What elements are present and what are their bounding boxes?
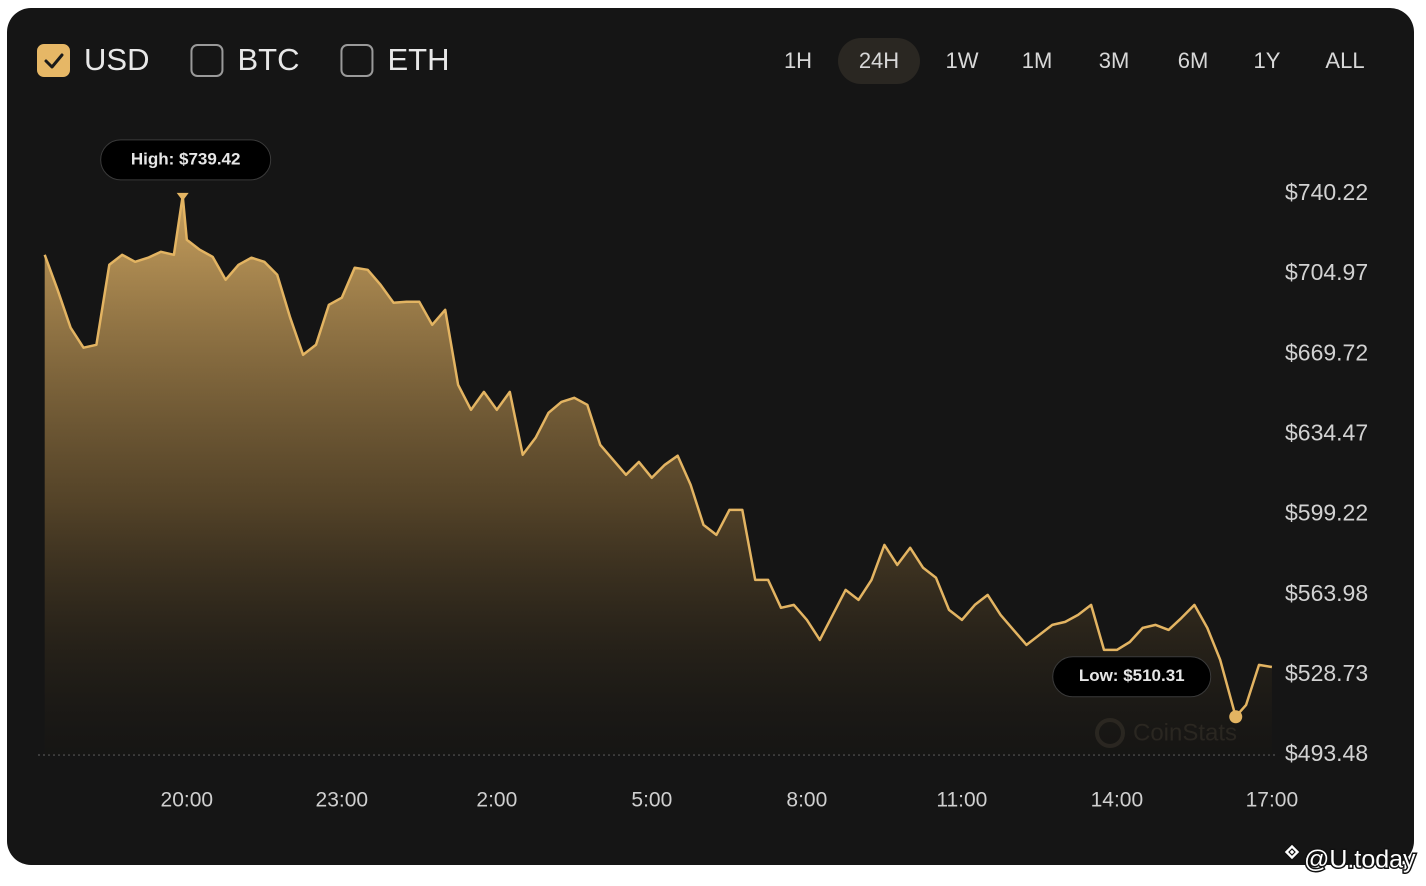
range-button[interactable]: 1W bbox=[946, 48, 979, 73]
y-tick-label: $528.73 bbox=[1285, 660, 1368, 686]
x-tick-label: 14:00 bbox=[1091, 789, 1144, 812]
high-marker bbox=[176, 192, 189, 201]
x-tick-label: 20:00 bbox=[161, 789, 214, 812]
currency-label[interactable]: ETH bbox=[387, 42, 449, 77]
range-button[interactable]: 1H bbox=[784, 48, 812, 73]
y-tick-label: $634.47 bbox=[1285, 420, 1368, 446]
range-button[interactable]: 24H bbox=[859, 48, 899, 73]
currency-label[interactable]: USD bbox=[84, 42, 149, 77]
currency-checkbox[interactable] bbox=[37, 44, 70, 77]
range-selected-pill bbox=[838, 38, 920, 84]
price-line bbox=[43, 194, 1273, 718]
x-tick-label: 17:00 bbox=[1246, 789, 1299, 812]
y-tick-label: $704.97 bbox=[1285, 259, 1368, 285]
currency-checkbox[interactable] bbox=[190, 44, 224, 77]
range-button[interactable]: 1M bbox=[1022, 48, 1053, 73]
utoday-logo bbox=[1283, 843, 1301, 861]
range-button[interactable]: 1Y bbox=[1254, 48, 1281, 73]
range-button[interactable]: ALL bbox=[1325, 48, 1364, 73]
high-pill bbox=[100, 139, 272, 181]
x-tick-label: 8:00 bbox=[786, 789, 827, 812]
currency-checkbox[interactable] bbox=[340, 44, 374, 77]
x-tick-label: 23:00 bbox=[316, 789, 369, 812]
currency-label[interactable]: BTC bbox=[237, 42, 299, 77]
watermark: @U.today bbox=[1304, 846, 1416, 874]
low-pill bbox=[1052, 656, 1212, 698]
y-tick-label: $740.22 bbox=[1285, 179, 1368, 205]
low-label: Low: $510.31 bbox=[1079, 666, 1185, 685]
y-tick-label: $669.72 bbox=[1285, 339, 1368, 365]
area-fill bbox=[44, 195, 1272, 756]
x-tick-label: 2:00 bbox=[476, 789, 517, 812]
x-tick-label: 11:00 bbox=[936, 789, 987, 812]
low-marker bbox=[1229, 710, 1243, 724]
y-tick-label: $599.22 bbox=[1285, 500, 1368, 526]
check-mark bbox=[44, 53, 64, 69]
range-button[interactable]: 6M bbox=[1178, 48, 1209, 73]
x-tick-label: 5:00 bbox=[631, 789, 672, 812]
y-tick-label: $563.98 bbox=[1285, 580, 1368, 606]
high-label: High: $739.42 bbox=[131, 149, 241, 168]
y-tick-label: $493.48 bbox=[1285, 740, 1368, 766]
range-button[interactable]: 3M bbox=[1099, 48, 1130, 73]
